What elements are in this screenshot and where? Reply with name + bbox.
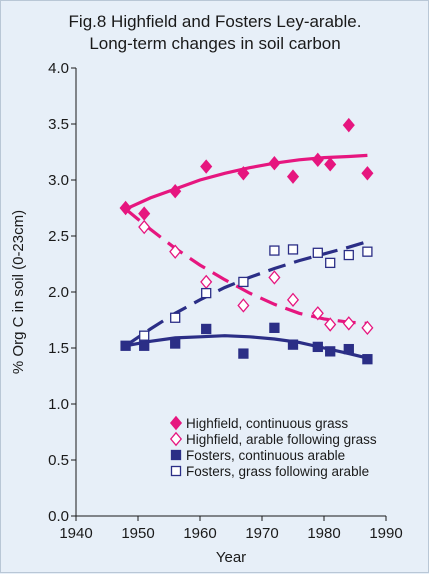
y-tick-label: 3.0	[48, 172, 69, 189]
data-markers	[119, 117, 374, 365]
chart-title-line-2: Long-term changes in soil carbon	[89, 34, 340, 53]
legend-label-1: Highfield, continuous grass	[186, 416, 348, 431]
data-point	[237, 298, 250, 313]
y-axis-ticks: 0.0 0.5 1.0 1.5 2.0 2.5 3.0 3.5 4.0	[48, 60, 76, 525]
data-point	[200, 274, 213, 290]
data-point	[312, 247, 323, 258]
data-point	[201, 323, 212, 335]
chart-title-line-1: Fig.8 Highfield and Fosters Ley-arable.	[69, 12, 362, 31]
data-point	[138, 219, 151, 235]
data-point	[325, 346, 336, 357]
y-tick-label: 0.5	[48, 452, 69, 469]
data-point	[200, 159, 213, 174]
data-point	[287, 244, 299, 255]
data-point	[120, 340, 131, 351]
y-tick-label: 4.0	[48, 60, 69, 77]
data-point	[286, 292, 300, 308]
data-point	[287, 339, 299, 350]
data-point	[139, 330, 150, 341]
y-axis-title: % Org C in soil (0-23cm)	[10, 210, 27, 374]
data-point	[286, 169, 300, 184]
y-tick-label: 2.5	[48, 228, 69, 245]
data-point	[361, 320, 374, 336]
data-point	[268, 155, 281, 171]
data-point	[312, 341, 323, 353]
data-point	[324, 157, 337, 172]
data-point	[119, 200, 132, 216]
data-point	[362, 354, 373, 365]
x-tick-label: 1960	[183, 525, 216, 542]
y-tick-label: 1.5	[48, 340, 69, 357]
data-point	[170, 338, 181, 349]
legend-marker-3	[170, 449, 182, 461]
x-tick-label: 1970	[245, 525, 278, 542]
data-point	[237, 166, 250, 181]
data-point	[362, 246, 373, 257]
data-point	[170, 312, 181, 323]
y-tick-label: 2.0	[48, 284, 69, 301]
x-tick-label: 1980	[307, 525, 340, 542]
x-tick-label: 1990	[369, 525, 402, 542]
data-point	[343, 249, 354, 261]
legend-marker-2	[169, 431, 183, 447]
y-tick-label: 0.0	[48, 508, 69, 525]
legend-marker-4	[170, 465, 182, 477]
data-point	[325, 257, 336, 269]
data-point	[342, 117, 355, 133]
data-point	[311, 152, 324, 168]
trend-line-4	[124, 240, 368, 348]
data-point	[343, 343, 354, 355]
data-point	[324, 317, 337, 332]
trend-line-1	[124, 153, 368, 211]
x-tick-label: 1950	[121, 525, 154, 542]
data-point	[268, 270, 281, 285]
data-point	[169, 244, 182, 259]
y-tick-label: 3.5	[48, 116, 69, 133]
x-axis-title: Year	[216, 549, 246, 566]
legend-marker-1	[169, 415, 183, 431]
legend-label-3: Fosters, continuous arable	[186, 448, 345, 463]
data-point	[238, 348, 249, 359]
data-point	[311, 306, 324, 321]
data-point	[169, 183, 182, 199]
y-tick-label: 1.0	[48, 396, 69, 413]
x-axis-ticks: 1940 1950 1960 1970 1980 1990	[59, 516, 403, 542]
data-point	[238, 276, 249, 288]
legend-label-2: Highfield, arable following grass	[186, 432, 377, 447]
data-point	[138, 206, 151, 221]
data-point	[342, 316, 355, 331]
data-point	[201, 287, 212, 299]
data-point	[269, 322, 280, 333]
data-point	[139, 340, 150, 351]
data-point	[269, 245, 280, 256]
x-tick-label: 1940	[59, 525, 92, 542]
data-point	[361, 166, 374, 181]
legend-label-4: Fosters, grass following arable	[186, 464, 369, 479]
trend-line-2	[124, 207, 368, 325]
